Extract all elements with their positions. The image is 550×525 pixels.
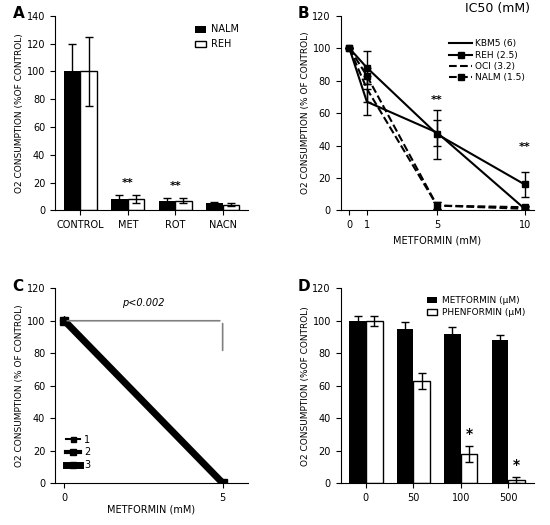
Line: KBM5 (6): KBM5 (6)	[349, 48, 525, 209]
Legend: METFORMIN (μM), PHENFORMIN (μM): METFORMIN (μM), PHENFORMIN (μM)	[423, 293, 529, 321]
Legend: KBM5 (6), REH (2.5), OCI (3.2), NALM (1.5): KBM5 (6), REH (2.5), OCI (3.2), NALM (1.…	[446, 36, 529, 86]
Y-axis label: O2 CONSUMPTION (% OF CONTROL): O2 CONSUMPTION (% OF CONTROL)	[15, 304, 24, 467]
OCI (3.2)	[346, 45, 353, 51]
REH (2.5)	[346, 45, 353, 51]
Text: *: *	[465, 427, 472, 441]
REH (2.5)	[521, 181, 528, 187]
Bar	[64, 71, 80, 211]
Bar	[80, 71, 97, 211]
Y-axis label: O2 CONSUMPTION (% OF CONTROL): O2 CONSUMPTION (% OF CONTROL)	[300, 32, 310, 194]
Line: REH (2.5): REH (2.5)	[346, 45, 528, 188]
Bar	[111, 200, 128, 211]
KBM5 (6)	[521, 206, 528, 212]
Text: **: **	[169, 181, 181, 191]
KBM5 (6)	[434, 129, 441, 135]
Y-axis label: O2 CONSUMPTION (%OF CONTROL): O2 CONSUMPTION (%OF CONTROL)	[300, 306, 310, 466]
Text: **: **	[431, 95, 443, 105]
Bar	[414, 381, 430, 483]
X-axis label: METFORMIN (mM): METFORMIN (mM)	[107, 504, 196, 514]
REH (2.5)	[434, 131, 441, 138]
Text: **: **	[122, 178, 134, 188]
Bar	[223, 205, 239, 211]
Text: p<0.002: p<0.002	[122, 298, 165, 308]
X-axis label: METFORMIN (mM): METFORMIN (mM)	[393, 236, 481, 246]
OCI (3.2)	[364, 86, 370, 92]
KBM5 (6)	[364, 99, 370, 105]
KBM5 (6)	[346, 45, 353, 51]
Bar	[128, 200, 144, 211]
Y-axis label: O2 CONSUMPTION (%OF CONTROL): O2 CONSUMPTION (%OF CONTROL)	[15, 33, 24, 193]
OCI (3.2)	[521, 206, 528, 212]
Bar	[397, 329, 414, 483]
Line: OCI (3.2): OCI (3.2)	[349, 48, 525, 209]
NALM (1.5)	[434, 203, 441, 209]
NALM (1.5)	[521, 204, 528, 211]
Text: IC50 (mM): IC50 (mM)	[465, 2, 530, 15]
Bar	[175, 201, 192, 211]
Bar	[461, 454, 477, 483]
Bar	[492, 340, 508, 483]
Bar	[206, 204, 223, 211]
Text: A: A	[13, 6, 24, 21]
Bar	[366, 321, 382, 483]
Legend: 1, 2, 3: 1, 2, 3	[62, 430, 94, 474]
Bar	[158, 201, 175, 211]
REH (2.5)	[364, 65, 370, 71]
Bar	[444, 334, 461, 483]
Text: **: **	[519, 142, 531, 152]
NALM (1.5)	[364, 72, 370, 79]
Text: B: B	[298, 6, 310, 21]
Text: C: C	[13, 279, 24, 293]
Text: *: *	[513, 458, 520, 471]
OCI (3.2)	[434, 203, 441, 209]
NALM (1.5)	[346, 45, 353, 51]
Bar	[349, 321, 366, 483]
Bar	[508, 480, 525, 483]
Line: NALM (1.5): NALM (1.5)	[346, 45, 528, 211]
Legend: NALM, REH: NALM, REH	[191, 20, 243, 53]
Text: D: D	[298, 279, 311, 293]
